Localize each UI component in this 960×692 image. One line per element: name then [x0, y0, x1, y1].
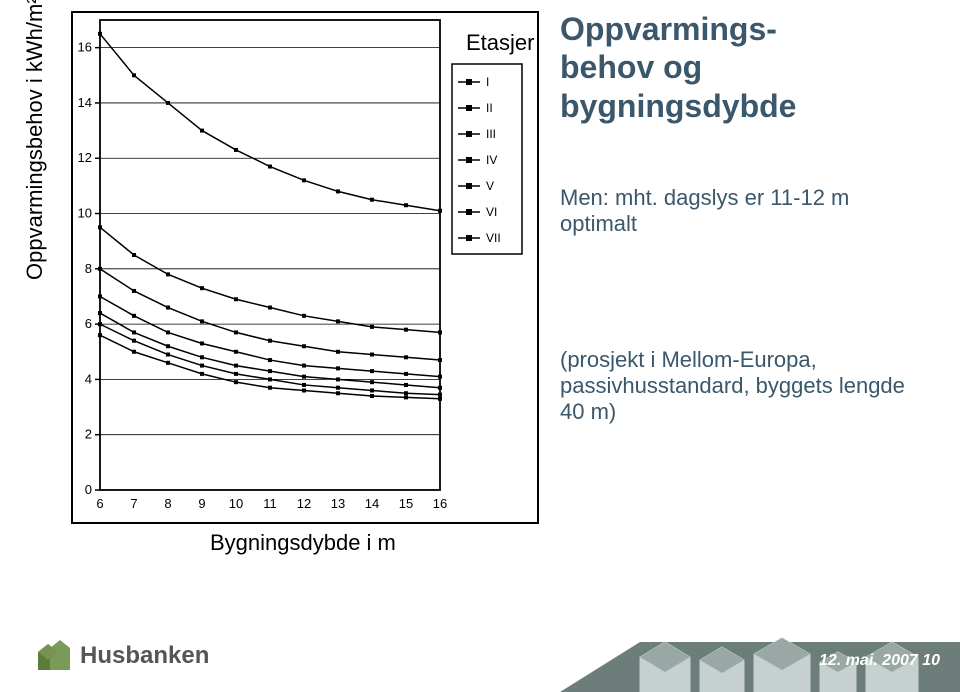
- svg-text:0: 0: [85, 482, 92, 497]
- svg-text:16: 16: [78, 40, 92, 55]
- main-row: Oppvarmingsbehov i kWh/m²a Etasjer 02468…: [40, 0, 920, 590]
- y-axis-label: Oppvarmingsbehov i kWh/m²a: [22, 0, 48, 280]
- page-stamp: 12. mai. 2007 10: [819, 652, 940, 670]
- svg-text:8: 8: [85, 261, 92, 276]
- slide: Oppvarmingsbehov i kWh/m²a Etasjer 02468…: [0, 0, 960, 692]
- title-line: bygningsdybde: [560, 88, 796, 124]
- title-line: Oppvarmings-: [560, 11, 777, 47]
- chart-area: 0246810121416678910111213141516IIIIIIIVV…: [70, 10, 540, 525]
- svg-text:13: 13: [331, 496, 345, 511]
- x-axis-label: Bygningsdybde i m: [210, 530, 396, 556]
- svg-text:II: II: [486, 101, 493, 115]
- svg-text:10: 10: [229, 496, 243, 511]
- svg-text:8: 8: [164, 496, 171, 511]
- slide-title: Oppvarmings- behov og bygningsdybde: [560, 10, 920, 125]
- footer: Husbanken 12. mai. 2007 10: [0, 602, 960, 692]
- logo-text: Husbanken: [80, 642, 209, 670]
- svg-text:I: I: [486, 75, 489, 89]
- context-note: (prosjekt i Mellom-Europa, passivhusstan…: [560, 347, 920, 425]
- svg-text:V: V: [486, 179, 494, 193]
- svg-text:10: 10: [78, 206, 92, 221]
- svg-text:12: 12: [78, 150, 92, 165]
- svg-text:VI: VI: [486, 205, 497, 219]
- svg-text:IV: IV: [486, 153, 497, 167]
- svg-text:11: 11: [263, 496, 277, 511]
- svg-text:4: 4: [85, 371, 92, 386]
- svg-text:6: 6: [85, 316, 92, 331]
- svg-text:2: 2: [85, 427, 92, 442]
- svg-text:14: 14: [78, 95, 92, 110]
- svg-text:12: 12: [297, 496, 311, 511]
- svg-text:6: 6: [96, 496, 103, 511]
- svg-text:VII: VII: [486, 231, 501, 245]
- svg-text:14: 14: [365, 496, 379, 511]
- svg-text:16: 16: [433, 496, 447, 511]
- svg-text:7: 7: [130, 496, 137, 511]
- svg-text:III: III: [486, 127, 496, 141]
- svg-text:9: 9: [198, 496, 205, 511]
- svg-text:15: 15: [399, 496, 413, 511]
- line-chart: 0246810121416678910111213141516IIIIIIIVV…: [70, 10, 540, 525]
- title-line: behov og: [560, 49, 702, 85]
- sub-note: Men: mht. dagslys er 11-12 m optimalt: [560, 185, 920, 237]
- chart-column: Oppvarmingsbehov i kWh/m²a Etasjer 02468…: [40, 0, 550, 590]
- text-column: Oppvarmings- behov og bygningsdybde Men:…: [550, 0, 920, 590]
